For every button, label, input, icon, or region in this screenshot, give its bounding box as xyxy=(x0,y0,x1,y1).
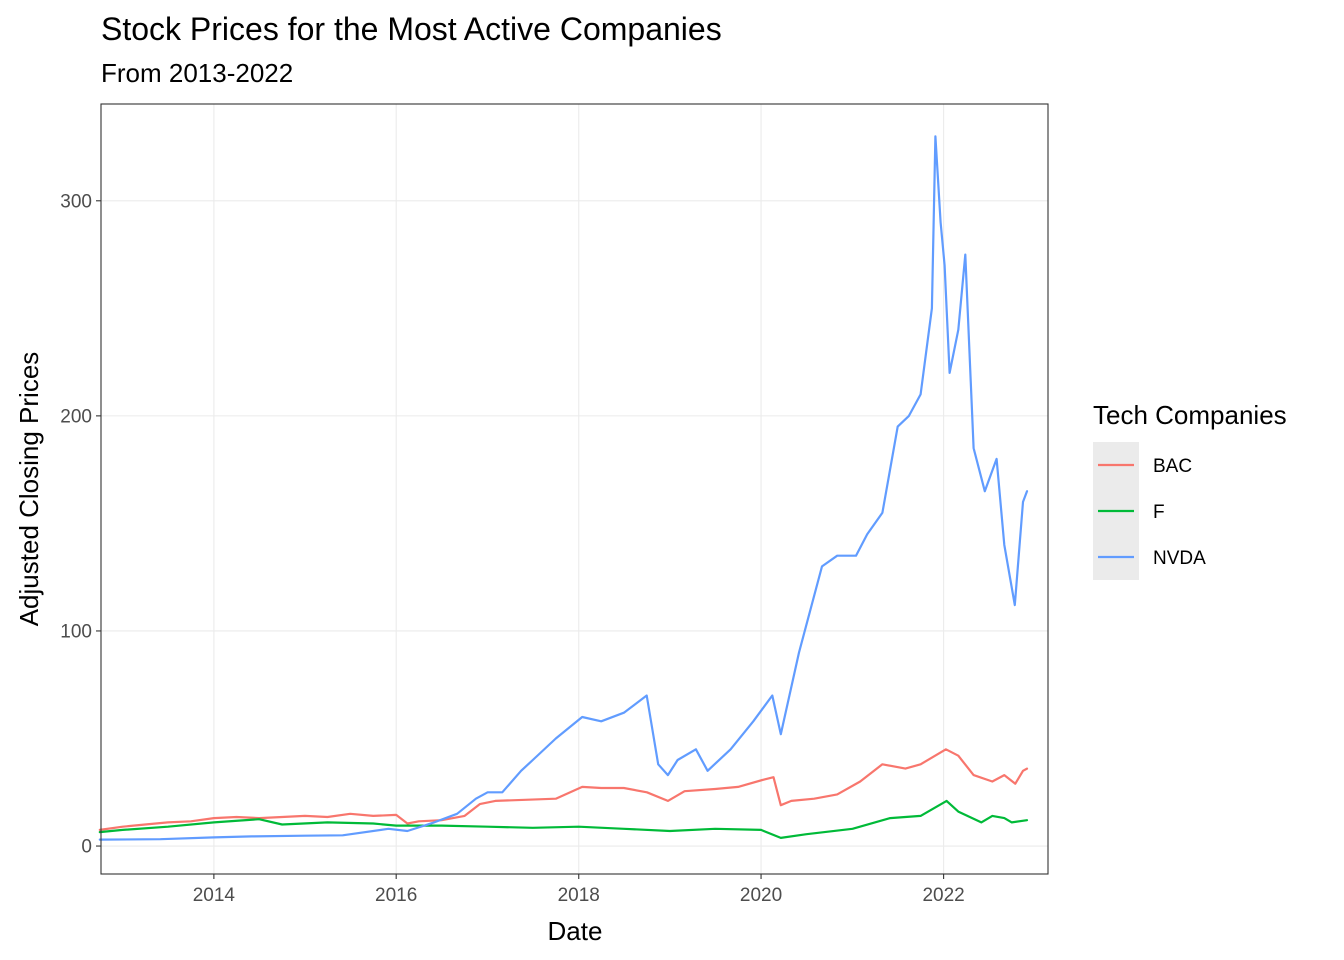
x-tick-label: 2022 xyxy=(922,885,964,906)
x-tick-label: 2016 xyxy=(375,885,417,906)
series-line-nvda xyxy=(98,135,1029,841)
plot-border xyxy=(100,103,1049,875)
legend: Tech Companies BAC F NVDA xyxy=(1093,400,1287,580)
plot-panel xyxy=(101,104,1048,874)
x-tick-label: 2018 xyxy=(558,885,600,906)
y-tick-label: 100 xyxy=(60,621,92,642)
legend-title: Tech Companies xyxy=(1093,400,1287,430)
chart-title: Stock Prices for the Most Active Compani… xyxy=(101,11,722,47)
legend-label-nvda: NVDA xyxy=(1153,548,1206,569)
legend-label-bac: BAC xyxy=(1153,456,1192,477)
grid-lines xyxy=(101,104,1048,874)
y-tick-label: 300 xyxy=(60,191,92,212)
y-axis-title: Adjusted Closing Prices xyxy=(14,352,44,627)
axes: 0 100 200 300 2014 2016 2018 2020 2022 xyxy=(60,191,964,906)
chart-subtitle: From 2013-2022 xyxy=(101,58,293,88)
series-line-bac xyxy=(98,748,1029,832)
y-tick-label: 0 xyxy=(81,837,92,858)
legend-label-f: F xyxy=(1153,502,1165,523)
x-axis-title: Date xyxy=(548,916,603,946)
series-lines xyxy=(98,135,1029,841)
x-tick-label: 2014 xyxy=(193,885,236,906)
series-line-f xyxy=(98,799,1029,840)
x-tick-label: 2020 xyxy=(740,885,782,906)
y-tick-label: 200 xyxy=(60,406,92,427)
